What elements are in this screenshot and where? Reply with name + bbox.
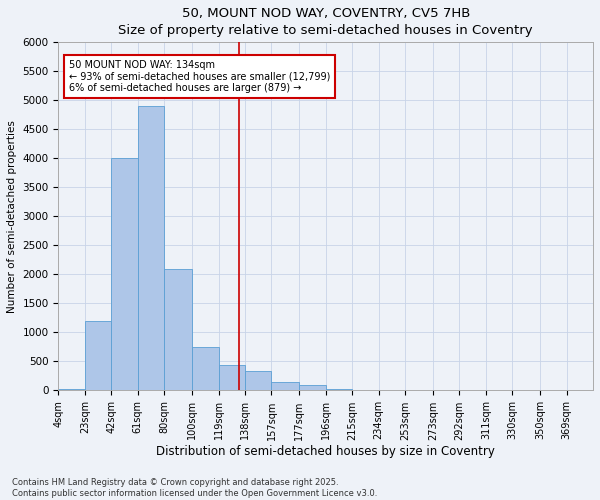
Bar <box>245 370 271 390</box>
Bar <box>299 384 326 390</box>
Bar <box>138 106 164 391</box>
Text: 50 MOUNT NOD WAY: 134sqm
← 93% of semi-detached houses are smaller (12,799)
6% o: 50 MOUNT NOD WAY: 134sqm ← 93% of semi-d… <box>69 60 331 93</box>
X-axis label: Distribution of semi-detached houses by size in Coventry: Distribution of semi-detached houses by … <box>157 445 495 458</box>
Bar <box>192 347 218 391</box>
Bar <box>112 158 138 390</box>
Bar <box>164 268 192 390</box>
Text: Contains HM Land Registry data © Crown copyright and database right 2025.
Contai: Contains HM Land Registry data © Crown c… <box>12 478 377 498</box>
Y-axis label: Number of semi-detached properties: Number of semi-detached properties <box>7 120 17 313</box>
Bar <box>326 388 352 390</box>
Bar <box>85 321 112 390</box>
Bar <box>58 388 85 390</box>
Title: 50, MOUNT NOD WAY, COVENTRY, CV5 7HB
Size of property relative to semi-detached : 50, MOUNT NOD WAY, COVENTRY, CV5 7HB Siz… <box>118 7 533 37</box>
Bar <box>218 366 245 390</box>
Bar <box>271 382 299 390</box>
